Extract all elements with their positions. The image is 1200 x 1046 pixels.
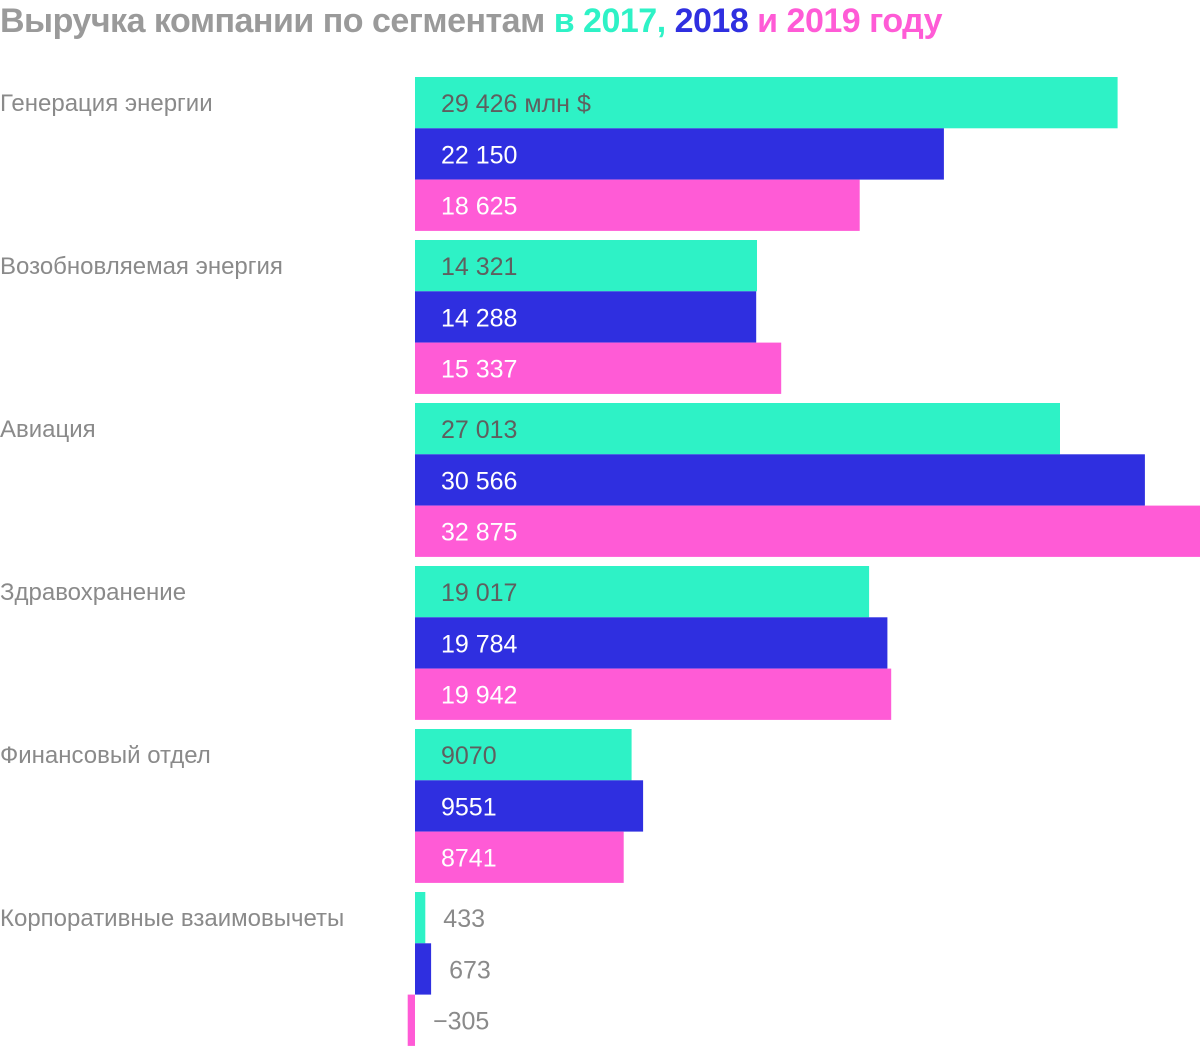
bar-2017 (415, 566, 870, 618)
category-label: Финансовый отдел (0, 742, 211, 769)
category-label: Генерация энергии (0, 90, 213, 117)
bar-2019 (415, 342, 782, 394)
value-label-2018: 30 566 (441, 467, 517, 495)
value-label-2018: 14 288 (441, 304, 517, 332)
category-label: Авиация (0, 416, 96, 443)
bar-2019 (415, 831, 624, 883)
value-label-2017: 14 321 (441, 253, 517, 281)
bar-2017 (415, 77, 1118, 129)
category-label: Корпоративные взаимовычеты (0, 905, 344, 932)
value-label-2017: 19 017 (441, 579, 517, 607)
value-label-2017: 29 426 млн $ (441, 90, 591, 118)
value-label-2018: 673 (449, 956, 491, 984)
title-year-2017: 2017 (583, 2, 657, 40)
bar-2019 (415, 179, 860, 231)
category-label: Возобновляемая энергия (0, 253, 283, 280)
value-label-2019: 19 942 (441, 682, 517, 710)
chart-title: Выручка компании по сегментам в 2017, 20… (0, 2, 943, 41)
value-label-2019: 8741 (441, 845, 497, 873)
title-comma: , (656, 2, 675, 40)
bar-2019 (415, 505, 1200, 557)
value-label-2017: 27 013 (441, 416, 517, 444)
value-label-2018: 9551 (441, 793, 497, 821)
title-tail: году (860, 2, 943, 40)
value-label-2017: 9070 (441, 742, 497, 770)
bar-2017 (415, 892, 426, 944)
bar-2017 (415, 240, 757, 292)
bar-2017 (415, 403, 1060, 455)
title-year-2018: 2018 (674, 2, 749, 40)
value-label-2018: 19 784 (441, 630, 518, 658)
title-connector-in: в (544, 2, 584, 40)
bar-2019 (415, 668, 892, 720)
bar-2018 (415, 617, 888, 669)
title-main: Выручка компании по сегментам (0, 2, 545, 40)
bar-2018 (415, 454, 1145, 506)
title-connector-and: и (748, 2, 787, 40)
value-label-2019: 18 625 (441, 193, 517, 221)
value-label-2017: 433 (443, 905, 485, 933)
category-label: Здравохранение (0, 579, 186, 606)
bar-2019 (407, 994, 415, 1046)
title-year-2019: 2019 (786, 2, 861, 40)
bar-2018 (415, 780, 644, 832)
value-label-2019: 15 337 (441, 356, 517, 384)
value-label-2019: 32 875 (441, 519, 517, 547)
bar-2018 (415, 291, 757, 343)
value-label-2019: −305 (433, 1008, 489, 1036)
value-label-2018: 22 150 (441, 141, 517, 169)
bar-2018 (415, 128, 944, 180)
bar-2017 (415, 729, 632, 781)
bar-2018 (415, 943, 432, 995)
